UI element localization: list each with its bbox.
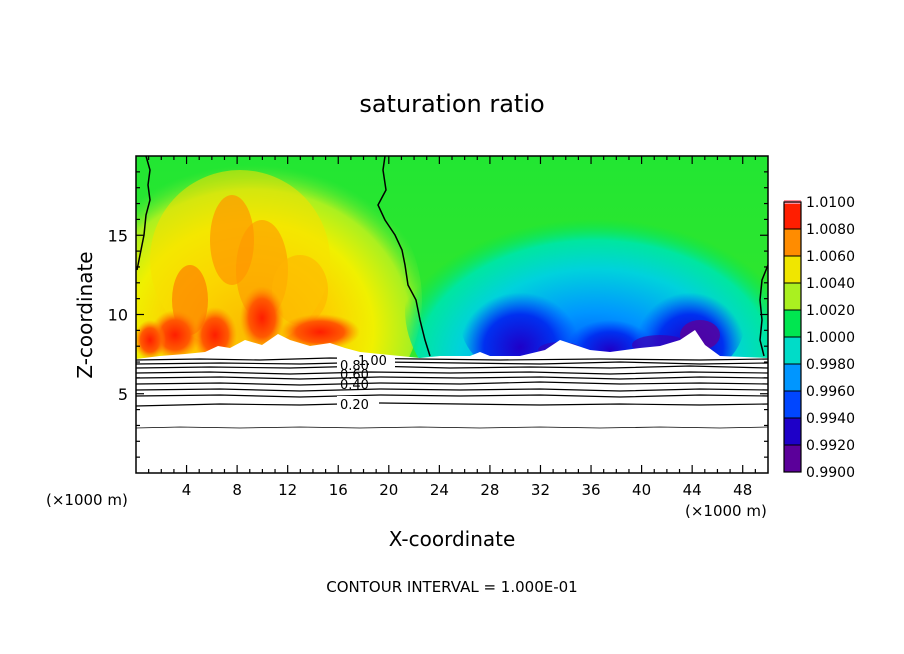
colorbar-swatch xyxy=(784,445,801,472)
x-tick-label: 48 xyxy=(733,481,752,499)
x-tick-label: 24 xyxy=(430,481,449,499)
contour-label-0-40: 0.40 xyxy=(340,378,369,393)
plot-area: 1.00 0.80 0.60 0.40 0.20 xyxy=(136,156,768,473)
y-tick-label: 10 xyxy=(108,306,128,325)
colorbar-tick-label: 0.9900 xyxy=(806,465,855,481)
contour-label-0-20: 0.20 xyxy=(340,398,369,413)
colorbar-tick-label: 1.0060 xyxy=(806,249,855,265)
colorbar-tick-label: 1.0020 xyxy=(806,303,855,319)
y-axis: 5 10 15 xyxy=(108,171,768,458)
colorbar-tick-label: 1.0000 xyxy=(806,330,855,346)
x-axis-label: X-coordinate xyxy=(389,527,516,551)
colorbar-swatch xyxy=(784,229,801,256)
colorbar-tick-label: 1.0100 xyxy=(806,195,855,211)
chart-title: saturation ratio xyxy=(359,90,544,118)
x-unit-right: (×1000 m) xyxy=(685,502,767,520)
isoline-middle xyxy=(377,156,431,357)
colorbar-tick-label: 0.9940 xyxy=(806,411,855,427)
x-tick-label: 32 xyxy=(531,481,550,499)
x-tick-label: 28 xyxy=(480,481,499,499)
x-tick-label: 40 xyxy=(632,481,651,499)
x-unit-left: (×1000 m) xyxy=(46,491,128,509)
x-tick-label: 36 xyxy=(581,481,600,499)
colorbar-tick-label: 0.9980 xyxy=(806,357,855,373)
colorbar-tick-label: 0.9920 xyxy=(806,438,855,454)
y-tick-label: 5 xyxy=(118,385,128,404)
colorbar-swatch xyxy=(784,310,801,337)
x-tick-label: 16 xyxy=(329,481,348,499)
colorbar-swatch xyxy=(784,283,801,310)
contour-label-0-60: 0.60 xyxy=(340,368,369,383)
x-tick-label: 44 xyxy=(683,481,702,499)
colorbar: 0.9900 0.9920 0.9940 0.9960 0.9980 1.0000 1.00… xyxy=(783,195,855,481)
x-tick-label: 12 xyxy=(278,481,297,499)
x-tick-label: 20 xyxy=(379,481,398,499)
colorbar-swatch xyxy=(784,418,801,445)
x-tick-label: 8 xyxy=(232,481,242,499)
colorbar-swatch xyxy=(784,202,801,229)
isoline-left xyxy=(136,156,151,271)
colorbar-swatch xyxy=(784,391,801,418)
subsaturated-contours xyxy=(136,357,768,429)
contour-label-0-80: 0.80 xyxy=(340,359,369,374)
contour-label-1-00: 1.00 xyxy=(358,354,387,369)
colorbar-tick-label: 0.9960 xyxy=(806,384,855,400)
colorbar-tick-label: 1.0080 xyxy=(806,222,855,238)
contour-interval-note: CONTOUR INTERVAL = 1.000E-01 xyxy=(326,578,577,596)
x-tick-label: 4 xyxy=(182,481,192,499)
colorbar-swatch xyxy=(784,364,801,391)
isoline-right xyxy=(759,264,768,357)
contour-labels: 1.00 0.80 0.60 0.40 0.20 xyxy=(337,354,395,413)
colorbar-swatch xyxy=(784,337,801,364)
x-axis: 4 8 12 16 20 24 28 32 36 40 44 48 xyxy=(148,156,756,499)
colorbar-swatch xyxy=(784,256,801,283)
y-axis-label: Z-coordinate xyxy=(73,251,97,378)
colorbar-tick-label: 1.0040 xyxy=(806,276,855,292)
masked-region xyxy=(136,330,768,473)
y-tick-label: 15 xyxy=(108,226,128,245)
